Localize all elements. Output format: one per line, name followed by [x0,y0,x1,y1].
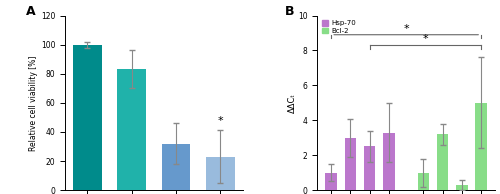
Text: *: * [422,34,428,44]
Bar [206,157,234,190]
Bar [456,185,468,190]
Bar [73,45,102,190]
Bar [344,138,356,190]
Text: B: B [286,5,295,18]
Text: *: * [218,116,223,126]
Y-axis label: ΔΔCₜ: ΔΔCₜ [288,93,296,113]
Text: *: * [404,24,409,34]
Bar [418,173,429,190]
Y-axis label: Relative cell viability [%]: Relative cell viability [%] [29,55,38,151]
Bar [437,134,448,190]
Bar [364,146,376,190]
Bar [326,173,337,190]
Bar [383,133,394,190]
Legend: Hsp-70, Bcl-2: Hsp-70, Bcl-2 [321,19,358,35]
Bar [162,144,190,190]
Bar [118,69,146,190]
Bar [476,103,487,190]
Text: A: A [26,5,36,18]
